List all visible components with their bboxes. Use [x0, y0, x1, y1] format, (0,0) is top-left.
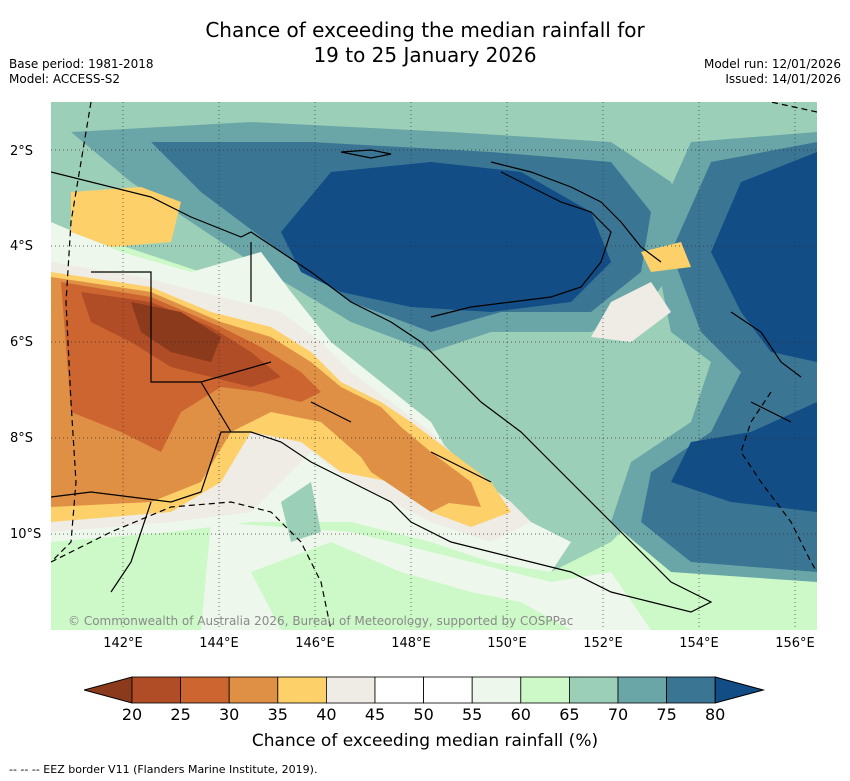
new-britain-coast	[430, 171, 612, 318]
lat-label-2s: 2°S	[10, 144, 34, 159]
lon-label-146e: 146°E	[295, 636, 335, 651]
zone-30-mid	[351, 432, 451, 512]
lat-label-8s: 8°S	[10, 431, 34, 446]
lat-label-4s: 4°S	[10, 239, 34, 254]
colorbar-extend-high	[714, 676, 766, 704]
colorbar-cell	[423, 676, 473, 704]
colorbar-tick-label: 30	[219, 705, 240, 724]
colorbar-tick-label: 60	[510, 705, 531, 724]
colorbar-title: Chance of exceeding median rainfall (%)	[251, 731, 599, 751]
meta-left: Base period: 1981-2018 Model: ACCESS-S2	[9, 57, 154, 87]
colorbar-tick-label: 75	[656, 705, 677, 724]
colorbar-tick-label: 65	[559, 705, 580, 724]
manus-coast	[340, 149, 392, 159]
zone-40-east	[591, 282, 671, 342]
colorbar-tick-label: 70	[607, 705, 629, 724]
coastlines	[51, 149, 802, 613]
colorbar-tick-label: 80	[705, 705, 726, 724]
colorbar-cell	[471, 676, 522, 704]
lon-label-156e: 156°E	[775, 636, 815, 651]
colorbar-cell	[325, 676, 376, 704]
colorbar-cell	[617, 676, 667, 704]
colorbar	[84, 676, 766, 704]
colorbar-tick-label: 35	[267, 705, 288, 724]
colorbar-cell	[520, 676, 570, 704]
colorbar-cell	[228, 676, 279, 704]
zone-80-bismarck	[281, 162, 611, 312]
zone-35-east	[641, 242, 691, 272]
colorbar-cell	[131, 676, 181, 704]
colorbar-cell	[277, 676, 327, 704]
colorbar-tick-label: 25	[170, 705, 191, 724]
colorbar-cell	[180, 676, 230, 704]
zone-teal-south	[281, 482, 321, 542]
zone-35-north	[71, 187, 181, 247]
lat-label-10s: 10°S	[10, 527, 42, 542]
zone-low-west	[131, 302, 221, 362]
chart-title: Chance of exceeding the median rainfall …	[0, 18, 850, 68]
lat-label-6s: 6°S	[10, 335, 34, 350]
title-line-1: Chance of exceeding the median rainfall …	[205, 18, 645, 42]
new-ireland-coast	[490, 161, 662, 263]
title-line-2: 19 to 25 January 2026	[313, 43, 537, 67]
colorbar-tick-label: 20	[121, 705, 143, 724]
lon-label-152e: 152°E	[583, 636, 623, 651]
lon-label-144e: 144°E	[199, 636, 239, 651]
eez-west	[51, 102, 92, 563]
province-borders	[91, 242, 492, 483]
eez-south	[51, 501, 332, 630]
model-run: Model run: 12/01/2026	[703, 57, 841, 71]
model-name: Model: ACCESS-S2	[9, 72, 121, 86]
colorbar-tick-label: 50	[413, 705, 434, 724]
colorbar-tick-label: 40	[316, 705, 337, 724]
colorbar-cell	[568, 676, 619, 704]
eez-borders	[51, 102, 817, 630]
base-period: Base period: 1981-2018	[9, 57, 154, 71]
colorbar-extend-low	[84, 676, 133, 704]
rainfall-map	[51, 102, 817, 630]
bougainville-coast	[730, 311, 802, 378]
colorbar-tick-label: 55	[462, 705, 483, 724]
map-svg	[51, 102, 817, 630]
zone-80-east	[711, 152, 817, 362]
solomon-coast	[750, 401, 792, 423]
colorbar-tick-label: 45	[364, 705, 386, 724]
colorbar-cells	[84, 676, 766, 704]
lon-label-142e: 142°E	[103, 636, 143, 651]
lon-label-150e: 150°E	[487, 636, 527, 651]
new-guinea-coast	[51, 171, 713, 613]
lon-label-154e: 154°E	[679, 636, 719, 651]
eez-footer: -- -- -- EEZ border V11 (Flanders Marine…	[9, 763, 318, 776]
meta-right: Model run: 12/01/2026 Issued: 14/01/2026	[704, 57, 841, 87]
colorbar-cell	[374, 676, 424, 704]
lon-label-148e: 148°E	[391, 636, 431, 651]
issued-date: Issued: 14/01/2026	[725, 72, 841, 86]
colorbar-cell	[666, 676, 716, 704]
eez-east	[740, 102, 817, 573]
copyright-note: © Commonwealth of Australia 2026, Bureau…	[68, 614, 574, 628]
